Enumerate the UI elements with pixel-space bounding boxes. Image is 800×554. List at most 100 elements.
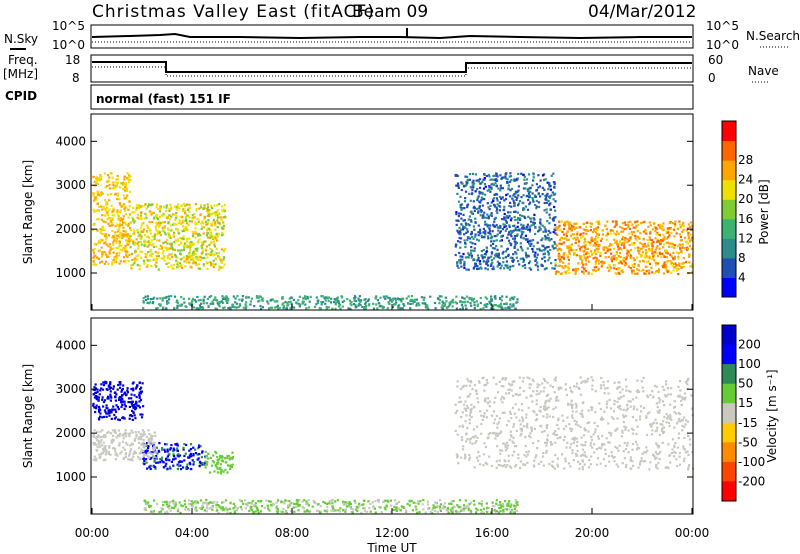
velocity-cell-r4 xyxy=(652,453,655,456)
velocity-cell-r4 xyxy=(686,383,689,386)
power-cell-r2 xyxy=(529,225,532,228)
power-cell-r3 xyxy=(634,226,637,229)
power-cell-r2 xyxy=(489,224,492,227)
power-cell-r1 xyxy=(150,211,153,214)
power-cell-r2 xyxy=(545,201,548,204)
power-cell-r0 xyxy=(104,253,108,256)
power-cell-r1 xyxy=(139,240,142,243)
velocity-cell-r4 xyxy=(525,416,528,419)
power-cell-r1 xyxy=(132,240,135,243)
power-cell-r2 xyxy=(516,233,519,236)
velocity-cell-r4 xyxy=(673,400,676,403)
power-cell-r2 xyxy=(509,172,512,175)
velocity-cell-r4 xyxy=(616,387,619,390)
power-cell-r3 xyxy=(655,270,658,273)
power-cell-r4 xyxy=(399,299,402,302)
power-cell-r0 xyxy=(93,242,96,246)
power-cell-r2 xyxy=(551,267,554,270)
power-cell-r4 xyxy=(301,302,304,305)
power-cell-r1 xyxy=(217,221,220,224)
velocity-cell-r2 xyxy=(101,452,104,455)
power-cell-r0 xyxy=(92,228,95,232)
power-cell-r4 xyxy=(190,301,193,304)
power-cell-r2 xyxy=(547,253,550,256)
power-cell-r0 xyxy=(103,262,106,266)
power-cell-r2 xyxy=(456,182,460,185)
power-cell-r1 xyxy=(163,226,166,229)
velocity-cell-r4 xyxy=(624,465,627,469)
velocity-cell-r2 xyxy=(117,444,120,447)
power-cell-r2 xyxy=(482,235,485,239)
velocity-cell-r1 xyxy=(180,460,184,463)
power-cell-r2 xyxy=(527,228,530,231)
velocity-cell-r4 xyxy=(621,431,624,434)
power-cell-r3 xyxy=(557,257,560,261)
power-cell-r4 xyxy=(162,306,165,309)
power-cell-r3 xyxy=(589,243,592,246)
velocity-cell-r4 xyxy=(659,423,662,426)
power-cell-r1 xyxy=(185,240,189,243)
velocity-cell-r2 xyxy=(118,432,121,435)
velocity-cell-r1 xyxy=(184,452,187,455)
power-cell-r1 xyxy=(212,218,215,221)
power-cell-r2 xyxy=(493,197,496,200)
power-cell-r2 xyxy=(462,226,466,229)
power-cell-r1 xyxy=(186,228,189,232)
velocity-cell-r4 xyxy=(581,401,584,405)
power-cell-r1 xyxy=(157,251,160,254)
power-cell-r4 xyxy=(261,299,264,302)
velocity-cell-r4 xyxy=(506,444,509,447)
power-cell-r0 xyxy=(128,174,131,177)
velocity-cell-r4 xyxy=(602,384,605,387)
power-cell-r4 xyxy=(282,302,285,305)
power-cell-r3 xyxy=(595,260,598,263)
velocity-cell-r0 xyxy=(97,417,101,420)
velocity-cell-r4 xyxy=(686,387,689,390)
velocity-cell-r4 xyxy=(670,451,673,455)
velocity-cell-r4 xyxy=(565,446,568,449)
velocity-cell-r5 xyxy=(452,500,455,503)
power-cell-r3 xyxy=(637,263,640,266)
power-cell-r3 xyxy=(668,234,671,237)
power-cell-r2 xyxy=(484,220,487,223)
velocity-cell-r4 xyxy=(580,443,583,446)
velocity-cell-r4 xyxy=(463,403,466,406)
power-cell-r1 xyxy=(208,208,211,212)
power-cell-r2 xyxy=(536,241,539,244)
power-cell-r1 xyxy=(176,266,179,269)
power-cell-r2 xyxy=(456,229,459,232)
noise-panel: N.Sky 10^5 10^0 10^5 10^0 N.Search xyxy=(4,19,800,52)
velocity-cell-r4 xyxy=(480,414,483,417)
power-cell-r3 xyxy=(556,270,559,273)
velocity-cell-r4 xyxy=(495,432,499,435)
velocity-cell-r0 xyxy=(94,406,98,409)
power-cell-r3 xyxy=(619,255,622,259)
power-cell-r0 xyxy=(113,261,116,264)
velocity-cell-r0 xyxy=(107,395,110,398)
power-cell-r2 xyxy=(501,218,504,221)
power-cell-r4 xyxy=(415,298,418,301)
velocity-cell-r4 xyxy=(575,404,578,407)
velocity-cell-r0 xyxy=(105,415,108,418)
velocity-cell-r4 xyxy=(484,446,487,449)
power-cell-r4 xyxy=(358,295,361,298)
power-cell-r2 xyxy=(503,199,506,202)
power-cell-r2 xyxy=(548,183,551,186)
power-cell-r2 xyxy=(547,188,550,191)
power-cell-r3 xyxy=(580,236,583,239)
power-cell-r2 xyxy=(497,229,500,232)
power-cell-r2 xyxy=(473,228,476,231)
power-cell-r1 xyxy=(222,250,225,253)
velocity-cell-r4 xyxy=(631,464,635,467)
power-cell-r1 xyxy=(203,216,206,219)
power-cell-r4 xyxy=(367,299,370,302)
power-cell-r1 xyxy=(194,249,197,252)
power-cell-r0 xyxy=(105,236,108,239)
velocity-cell-r4 xyxy=(561,414,564,417)
power-cell-r1 xyxy=(135,208,138,212)
power-cell-r1 xyxy=(213,222,217,225)
velocity-cell-r4 xyxy=(590,408,593,412)
velocity-cell-r0 xyxy=(124,405,127,408)
velocity-cell-r4 xyxy=(532,442,535,445)
velocity-cell-r4 xyxy=(629,400,632,403)
